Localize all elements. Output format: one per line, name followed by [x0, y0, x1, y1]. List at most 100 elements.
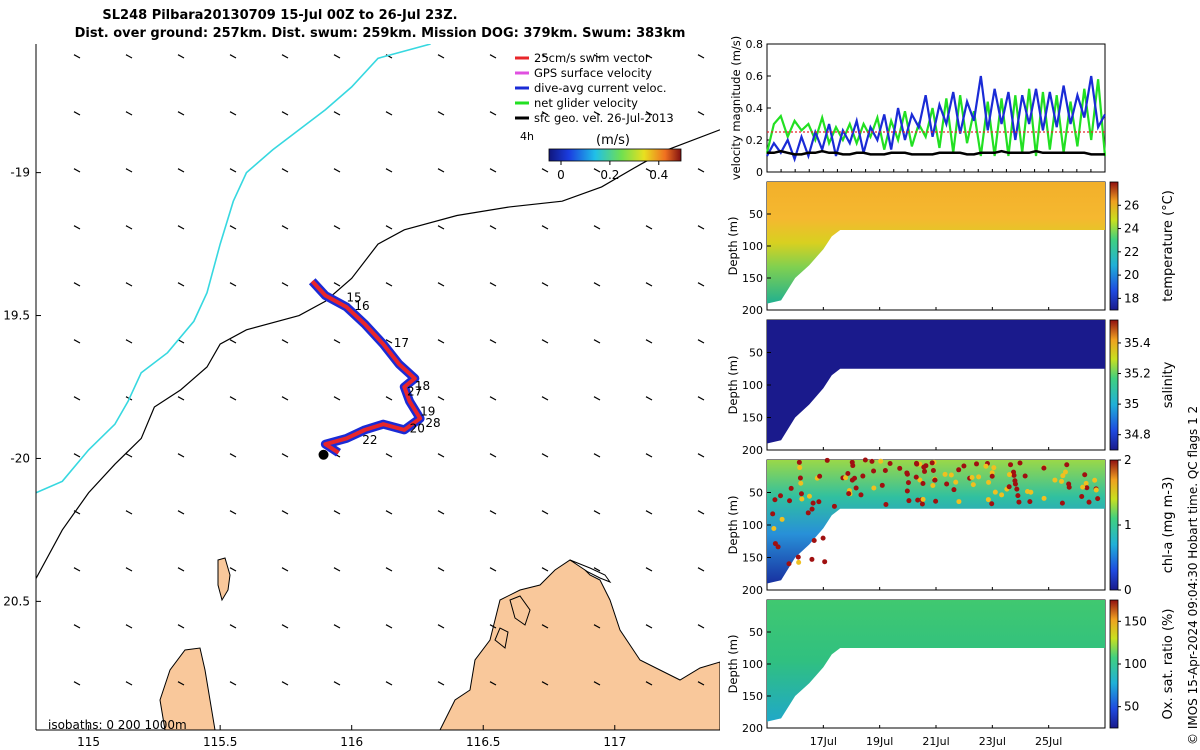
chl-a-point [1006, 472, 1012, 478]
geo-vector [437, 396, 445, 401]
figure-title-line1: SL248 Pilbara20130709 15-Jul 00Z to 26-J… [102, 8, 458, 23]
geo-vector [489, 681, 497, 686]
figure-title-line2: Dist. over ground: 257km. Dist. swum: 25… [74, 26, 686, 41]
geo-vector [541, 510, 549, 515]
chl-a-point [796, 459, 802, 465]
geo-vector [437, 168, 445, 173]
speed-colorbar [548, 148, 682, 162]
geo-vector [333, 225, 341, 230]
geo-vector [541, 396, 549, 401]
velocity-y-tick-label: 0.6 [746, 70, 764, 83]
geo-vector [73, 282, 81, 287]
geo-vector [437, 510, 445, 515]
map-x-tick-label: 115.5 [203, 735, 237, 749]
x-tick-label-date: 23Jul [979, 735, 1006, 748]
geo-vector [645, 681, 653, 686]
geo-vector [593, 396, 601, 401]
colorbar-tick-label: 0 [557, 168, 565, 182]
x-tick-label-date: 17Jul [810, 735, 837, 748]
chl-a-point [1041, 495, 1047, 501]
geo-vector [697, 681, 705, 686]
salinity-colorbar-tick-label: 35.2 [1124, 367, 1151, 381]
chl-a-point [1080, 484, 1086, 490]
chl-a-point [809, 506, 815, 512]
geo-vector [489, 225, 497, 230]
chl-a-point [775, 544, 781, 550]
geo-vector [645, 396, 653, 401]
geo-vector [333, 339, 341, 344]
geo-vector [645, 567, 653, 572]
chl-a-point [904, 471, 910, 477]
geo-vector [229, 54, 237, 59]
geo-vector [333, 54, 341, 59]
chl-a-point [921, 464, 927, 470]
day-label: 16 [354, 299, 369, 313]
velocity-y-tick-label: 0.2 [746, 134, 764, 147]
oxygen-clabel: Ox. sat. ratio (%) [1161, 609, 1176, 720]
day-label: 20 [410, 422, 425, 436]
map-y-tick-label: 19.5 [3, 309, 30, 323]
chl-a-point [860, 473, 866, 479]
map-x-tick-label: 115 [77, 735, 100, 749]
chl-a-point [787, 498, 793, 504]
geo-vector [697, 282, 705, 287]
chl-a-ylabel: Depth (m) [726, 496, 740, 555]
temperature-clabel: temperature (°C) [1161, 190, 1176, 302]
chl-a-point [1059, 500, 1065, 506]
chl-a-point [797, 465, 803, 471]
chl-a-y-tick-label: 50 [749, 487, 763, 500]
geo-vector [281, 54, 289, 59]
geo-vector [437, 339, 445, 344]
chl-a-point [930, 483, 936, 489]
geo-vector [73, 453, 81, 458]
chl-a-point [944, 481, 950, 487]
chl-a-point [779, 516, 785, 522]
geo-vector [697, 567, 705, 572]
temperature-colorbar-tick-label: 26 [1124, 198, 1139, 212]
geo-vector [125, 111, 133, 116]
geo-vector [385, 282, 393, 287]
geo-vector [281, 168, 289, 173]
chl-a-point [986, 479, 992, 485]
geo-vector [385, 396, 393, 401]
chl-a-point [1066, 484, 1072, 490]
chl-a-point [929, 460, 935, 466]
chl-a-colorbar-tick-label: 2 [1124, 453, 1132, 467]
legend-entry: GPS surface velocity [534, 66, 652, 80]
x-tick-label-date: 19Jul [866, 735, 893, 748]
map-y-tick-label: -19 [10, 166, 30, 180]
geo-vector [645, 453, 653, 458]
geo-vector [437, 225, 445, 230]
chl-a-point [920, 481, 926, 487]
velocity-ylabel: velocity magnitude (m/s) [729, 36, 743, 181]
temperature-colorbar-tick-label: 24 [1124, 222, 1139, 236]
chl-a-point [820, 535, 826, 541]
geo-vector [281, 111, 289, 116]
chl-a-point [1062, 469, 1068, 475]
chl-a-point [853, 485, 859, 491]
geo-vector [125, 339, 133, 344]
chl-a-point [913, 474, 919, 480]
geo-vector [73, 624, 81, 629]
speed-colorbar-ticks: 0 0.2 0.4 [557, 161, 668, 182]
map-x-tick-label: 116 [340, 735, 363, 749]
chl-a-point [948, 472, 954, 478]
geo-vector [593, 282, 601, 287]
geo-vector [697, 339, 705, 344]
geo-vector [489, 396, 497, 401]
chl-a-point [989, 470, 995, 476]
temperature-ylabel: Depth (m) [726, 217, 740, 276]
oxygen-y-tick-label: 50 [749, 626, 763, 639]
geo-vector [229, 567, 237, 572]
geo-vector [73, 111, 81, 116]
geo-vector [177, 453, 185, 458]
geo-vector [125, 510, 133, 515]
chl-a-point [772, 541, 778, 547]
swim-vector-track [310, 279, 423, 455]
temperature-section [767, 182, 1105, 304]
chl-a-point [798, 480, 804, 486]
map-y-tick-label: -20 [10, 451, 30, 465]
chl-a-point [932, 477, 938, 483]
geo-vector [489, 54, 497, 59]
